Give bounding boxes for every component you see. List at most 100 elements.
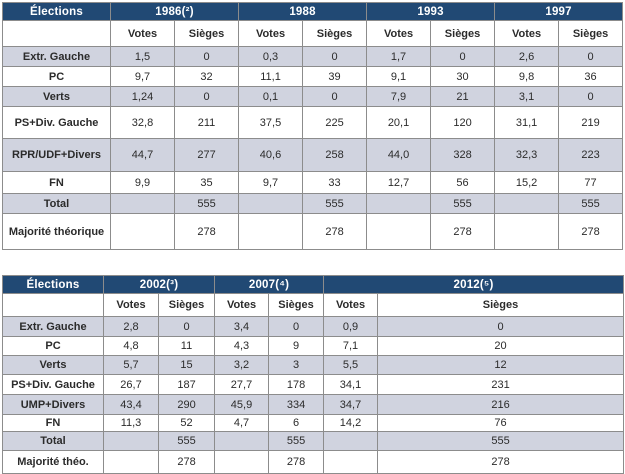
- cell: 328: [430, 138, 496, 172]
- cell: 76: [377, 414, 625, 432]
- cell: 32,8: [110, 106, 175, 139]
- cell: 277: [173, 138, 240, 172]
- cell: 0,3: [238, 46, 304, 67]
- cell: 14,2: [323, 414, 379, 432]
- cell: 1,7: [366, 46, 432, 67]
- cell: 555: [377, 431, 625, 451]
- cell: 555: [558, 193, 624, 214]
- col-header-sieges: Sièges: [302, 20, 368, 47]
- year-header-2012: 2012(⁵): [323, 275, 625, 294]
- election-results-table-2002-2012: Élections 2002(³) 2007(⁴) 2012(⁵) Votes …: [2, 275, 625, 474]
- cell: 0: [558, 86, 624, 107]
- cell: [214, 431, 270, 451]
- cell: 0: [157, 316, 216, 337]
- cell: 40,6: [238, 138, 304, 172]
- cell: [214, 450, 270, 474]
- col-header-votes: Votes: [214, 293, 270, 317]
- row-label: PC: [2, 66, 111, 87]
- cell: [110, 193, 175, 214]
- cell: 20: [377, 336, 625, 356]
- cell: 0: [302, 46, 368, 67]
- cell: 44,0: [366, 138, 432, 172]
- subheader-spacer: [2, 20, 111, 47]
- table-row-total: Total 555 555 555: [2, 431, 625, 451]
- cell: [494, 213, 560, 250]
- row-label: FN: [2, 171, 111, 194]
- cell: 9,9: [110, 171, 175, 194]
- cell: 7,9: [366, 86, 432, 107]
- cell: 555: [302, 193, 368, 214]
- table-row-ps-div-gauche: PS+Div. Gauche 26,7 187 27,7 178 34,1 23…: [2, 374, 625, 395]
- cell: 34,7: [323, 394, 379, 415]
- table-row-majorite-theo: Majorité théo. 278 278 278: [2, 450, 625, 474]
- cell: 555: [157, 431, 216, 451]
- cell: 15: [157, 355, 216, 375]
- cell: 225: [302, 106, 368, 139]
- table-row-pc: PC 4,8 11 4,3 9 7,1 20: [2, 336, 625, 356]
- cell: 44,7: [110, 138, 175, 172]
- cell: 5,5: [323, 355, 379, 375]
- year-header-1986: 1986(²): [109, 2, 240, 21]
- cell: 3,2: [214, 355, 270, 375]
- cell: 31,1: [494, 106, 560, 139]
- cell: 39: [302, 66, 368, 87]
- cell: 36: [558, 66, 624, 87]
- cell: 219: [558, 106, 624, 139]
- cell: 334: [268, 394, 325, 415]
- cell: 0,1: [238, 86, 304, 107]
- subheader-spacer: [2, 293, 104, 317]
- col-header-sieges: Sièges: [157, 293, 216, 317]
- table-row-fn: FN 9,9 35 9,7 33 12,7 56 15,2 77: [2, 171, 624, 194]
- cell: 4,7: [214, 414, 270, 432]
- cell: [110, 213, 175, 250]
- subheader-row: Votes Sièges Votes Sièges Votes Sièges V…: [2, 20, 624, 47]
- col-header-sieges: Sièges: [377, 293, 625, 317]
- year-header-2002: 2002(³): [102, 275, 216, 294]
- col-header-sieges: Sièges: [558, 20, 624, 47]
- row-label: Verts: [2, 86, 111, 107]
- cell: 32,3: [494, 138, 560, 172]
- row-label: PC: [2, 336, 104, 356]
- cell: 223: [558, 138, 624, 172]
- cell: 6: [268, 414, 325, 432]
- cell: 5,7: [103, 355, 159, 375]
- cell: [323, 431, 379, 451]
- row-label: UMP+Divers: [2, 394, 104, 415]
- table-row-verts: Verts 1,24 0 0,1 0 7,9 21 3,1 0: [2, 86, 624, 107]
- subheader-row: Votes Sièges Votes Sièges Votes Sièges: [2, 293, 625, 317]
- col-header-sieges: Sièges: [173, 20, 240, 47]
- col-header-votes: Votes: [494, 20, 560, 47]
- cell: [103, 450, 159, 474]
- cell: 290: [157, 394, 216, 415]
- cell: 278: [302, 213, 368, 250]
- cell: 555: [173, 193, 240, 214]
- cell: 27,7: [214, 374, 270, 395]
- col-header-votes: Votes: [323, 293, 379, 317]
- cell: 35: [173, 171, 240, 194]
- row-label: Total: [2, 431, 104, 451]
- cell: 2,6: [494, 46, 560, 67]
- cell: 43,4: [103, 394, 159, 415]
- cell: 0: [377, 316, 625, 337]
- cell: 52: [157, 414, 216, 432]
- col-header-sieges: Sièges: [430, 20, 496, 47]
- cell: 2,8: [103, 316, 159, 337]
- cell: 0: [430, 46, 496, 67]
- year-header-2007: 2007(⁴): [214, 275, 325, 294]
- cell: 4,8: [103, 336, 159, 356]
- cell: 11: [157, 336, 216, 356]
- cell: 56: [430, 171, 496, 194]
- year-header-1997: 1997: [494, 2, 624, 21]
- year-header-1988: 1988: [238, 2, 368, 21]
- cell: 555: [430, 193, 496, 214]
- cell: 178: [268, 374, 325, 395]
- cell: 4,3: [214, 336, 270, 356]
- row-label: Extr. Gauche: [2, 46, 111, 67]
- cell: 30: [430, 66, 496, 87]
- cell: 0: [268, 316, 325, 337]
- row-label: Verts: [2, 355, 104, 375]
- cell: [238, 213, 304, 250]
- table-row-ps-div-gauche: PS+Div. Gauche 32,8 211 37,5 225 20,1 12…: [2, 106, 624, 139]
- cell: 120: [430, 106, 496, 139]
- cell: 20,1: [366, 106, 432, 139]
